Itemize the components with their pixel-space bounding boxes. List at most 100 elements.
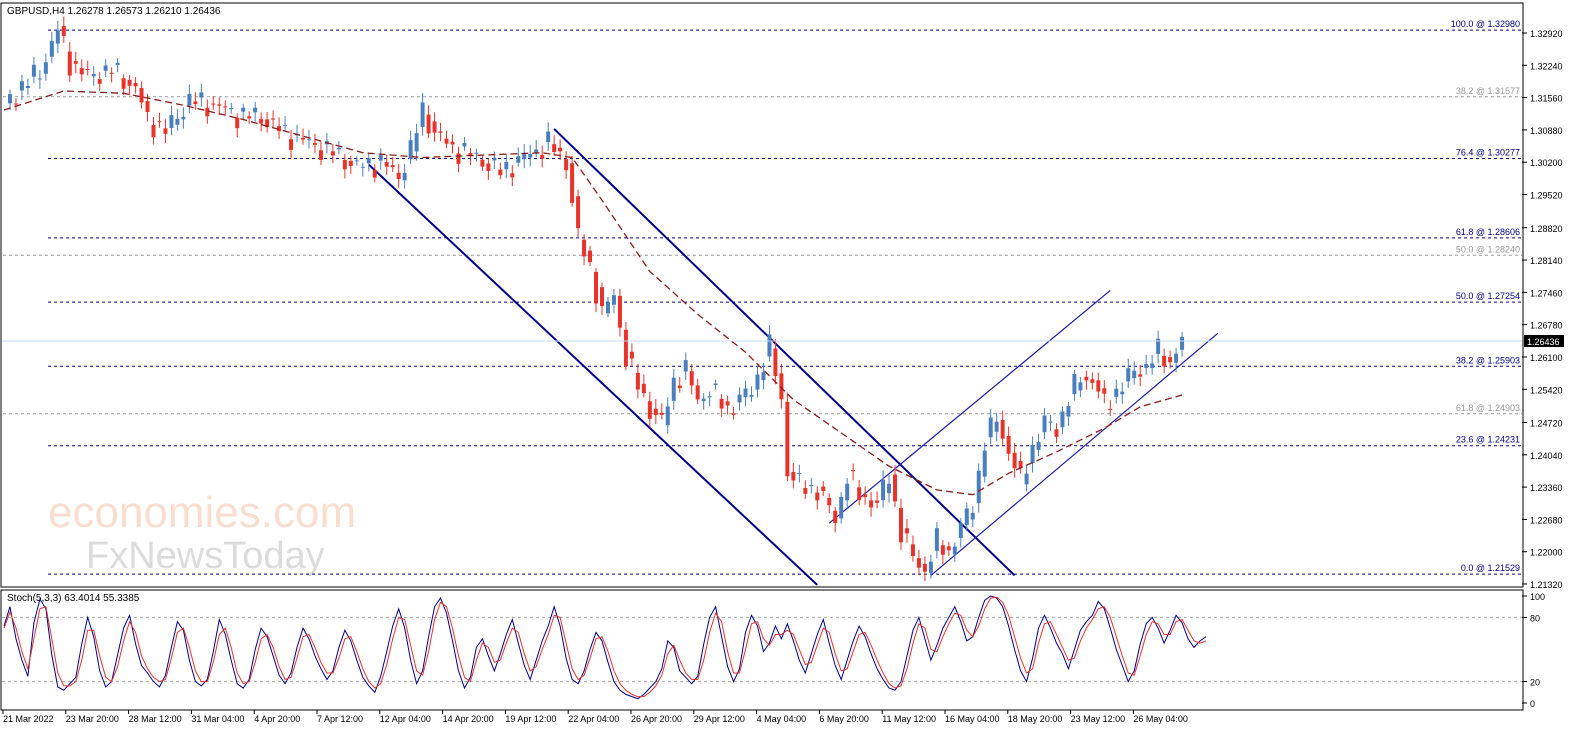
candle (438, 122, 443, 142)
candle (964, 502, 969, 531)
time-tick-label: 28 Mar 12:00 (129, 714, 182, 724)
candle (719, 394, 724, 417)
candle (1066, 401, 1071, 426)
candle-body (366, 158, 371, 164)
price-axis: 1.32920 1.32240 1.31560 1.30880 1.30200 1.295… (1522, 29, 1563, 590)
candle (348, 155, 353, 175)
candle (755, 365, 760, 398)
candle-body (1060, 411, 1065, 428)
candle-body (97, 79, 102, 84)
candle (707, 391, 712, 407)
candle (869, 491, 874, 517)
candle-body (1054, 429, 1059, 437)
candle (241, 103, 246, 120)
candle (199, 83, 204, 107)
candle (899, 498, 903, 550)
candle (1006, 426, 1011, 461)
candle (976, 463, 981, 513)
candle (456, 146, 461, 173)
candle-body (1030, 445, 1035, 463)
candle-body (899, 508, 903, 543)
candle (761, 362, 766, 390)
candle-body (402, 172, 407, 181)
candle (1102, 380, 1107, 404)
candle (701, 393, 706, 410)
candle-body (617, 295, 622, 328)
candle (193, 92, 198, 110)
time-tick-label: 22 Apr 04:00 (568, 714, 619, 724)
candle-body (1120, 391, 1125, 395)
price-tick-label: 1.32920 (1530, 29, 1563, 39)
candle (623, 322, 628, 371)
candle (534, 139, 539, 158)
candle (791, 463, 796, 489)
candle-body (91, 74, 96, 77)
time-tick-label: 4 Apr 20:00 (254, 714, 300, 724)
candle (749, 386, 754, 402)
candle-body (600, 287, 604, 307)
candle-body (199, 92, 204, 98)
candle-body (869, 500, 874, 508)
candle (31, 56, 36, 84)
candle (785, 392, 790, 482)
candle-body (492, 157, 497, 161)
candle (127, 75, 132, 96)
candle-body (265, 119, 270, 128)
candle-body (301, 137, 305, 140)
candle-body (952, 546, 957, 555)
candle (396, 164, 401, 189)
candle (1042, 408, 1047, 440)
fib-level-label: 100.0 @ 1.32980 (1451, 19, 1520, 29)
fib-level-label: 76.4 @ 1.30277 (1456, 148, 1520, 158)
candle (1162, 348, 1167, 374)
candle-body (827, 497, 832, 506)
candle-body (330, 151, 335, 156)
price-tick-label: 1.27460 (1530, 288, 1563, 298)
stoch-tick-label: 100 (1530, 592, 1545, 602)
candle (133, 77, 138, 94)
candle (1030, 436, 1035, 473)
candle-body (546, 131, 551, 143)
candle (713, 379, 718, 390)
candle-body (839, 496, 844, 519)
price-tick-label: 1.30880 (1530, 126, 1563, 136)
candle-body (408, 140, 413, 160)
candle (37, 70, 42, 89)
price-tick-label: 1.32240 (1530, 61, 1563, 71)
candle-body (893, 474, 898, 502)
candle (522, 143, 527, 169)
candle-body (737, 394, 742, 403)
candle (55, 20, 60, 54)
candle (1096, 372, 1101, 399)
candle (994, 412, 999, 442)
candle-body (928, 561, 933, 573)
candle-body (677, 385, 682, 389)
candle-body (19, 81, 24, 91)
candle-body (970, 512, 975, 520)
candle-body (223, 106, 228, 108)
candle-body (916, 558, 921, 568)
candle-body (103, 65, 108, 71)
candle (952, 542, 957, 562)
candle-body (151, 124, 156, 138)
candle-body (61, 26, 66, 36)
candle-body (37, 78, 42, 80)
candle (372, 164, 377, 183)
candle (833, 506, 838, 533)
candle (474, 148, 479, 162)
candle-body (1180, 337, 1185, 350)
candle (617, 288, 622, 337)
candle-body (821, 486, 826, 491)
candle-body (1012, 452, 1017, 469)
candle (121, 74, 126, 95)
price-tick-label: 1.31560 (1530, 94, 1563, 104)
price-tick-label: 1.22680 (1530, 515, 1563, 525)
candle (552, 135, 557, 156)
channel-line (553, 128, 1016, 577)
candle-body (1174, 353, 1179, 363)
stochastic-oscillator: 100 80 20 0 (2, 592, 1545, 709)
candle (857, 479, 862, 506)
candle-body (1036, 442, 1041, 450)
